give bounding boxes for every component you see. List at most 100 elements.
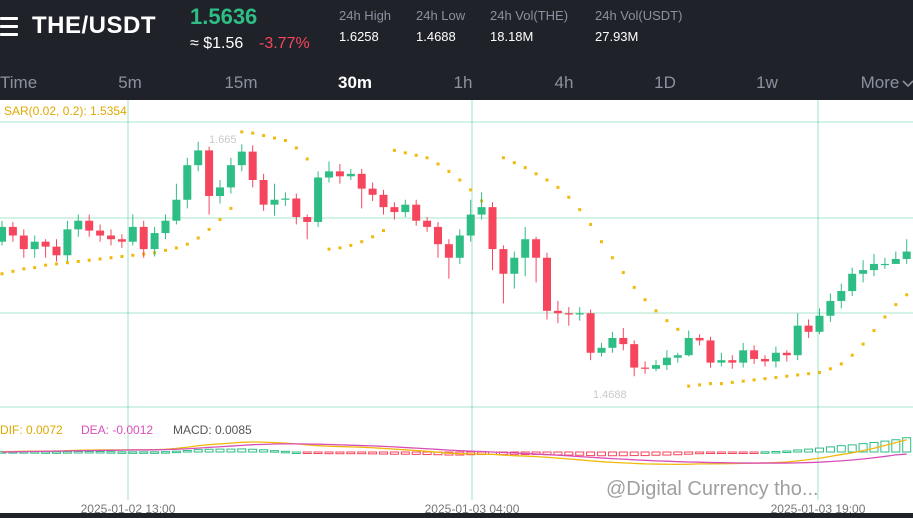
candle-up bbox=[346, 173, 355, 177]
low-price-mark: 1.4688 bbox=[593, 389, 627, 401]
sar-dot bbox=[262, 134, 266, 138]
macd-histogram-bar bbox=[771, 450, 781, 454]
sar-dot bbox=[643, 298, 647, 302]
sar-dot bbox=[109, 256, 113, 260]
tab-15m[interactable]: 15m bbox=[224, 73, 258, 92]
tab-1d[interactable]: 1D bbox=[654, 73, 676, 92]
sar-dot bbox=[621, 271, 625, 275]
macd-histogram-bar bbox=[259, 449, 269, 453]
dea-legend: DEA: -0.0012 bbox=[81, 423, 153, 437]
tab-4h[interactable]: 4h bbox=[554, 73, 574, 92]
macd-histogram-bar bbox=[902, 437, 912, 453]
usd-approx-price: ≈ $1.56 bbox=[190, 35, 244, 52]
macd-histogram-bar bbox=[95, 450, 105, 454]
tab-1h[interactable]: 1h bbox=[453, 73, 473, 92]
tab-30m[interactable]: 30m bbox=[337, 73, 373, 92]
sar-dot bbox=[294, 146, 298, 150]
tab-5m[interactable]: 5m bbox=[118, 73, 142, 92]
macd-histogram-bar bbox=[128, 451, 138, 454]
macd-histogram-bar bbox=[411, 451, 421, 455]
candle-up bbox=[161, 220, 170, 234]
candle-down bbox=[695, 337, 704, 341]
candle-down bbox=[303, 217, 312, 222]
candle-down bbox=[335, 171, 344, 177]
candle-down bbox=[619, 337, 628, 345]
tab-1w[interactable]: 1w bbox=[756, 73, 778, 92]
trading-pair[interactable]: THE/USDT bbox=[32, 12, 156, 39]
sar-dot bbox=[44, 263, 48, 267]
sar-dot bbox=[338, 246, 342, 250]
candle-down bbox=[444, 244, 453, 258]
macd-histogram-bar bbox=[161, 451, 170, 454]
sar-dot bbox=[600, 240, 603, 244]
macd-histogram-bar bbox=[727, 451, 737, 454]
candle-up bbox=[0, 226, 6, 242]
stat-label: 24h Low bbox=[416, 8, 466, 23]
candle-up bbox=[455, 235, 464, 258]
stat-value: 18.18M bbox=[490, 29, 534, 44]
sar-dot bbox=[741, 379, 745, 383]
sar-dot bbox=[196, 236, 200, 240]
stat-value: 1.4688 bbox=[416, 29, 456, 44]
macd-histogram-bar bbox=[357, 451, 367, 455]
candle-up bbox=[194, 150, 203, 166]
candlestick-chart[interactable]: SAR(0.02, 0.2): 1.5354 1.665 1.4688 DIF:… bbox=[0, 100, 913, 516]
candle-up bbox=[270, 199, 279, 205]
candle-up bbox=[128, 226, 137, 242]
macd-histogram-bar bbox=[73, 450, 83, 454]
macd-histogram-bar bbox=[858, 443, 868, 453]
macd-histogram-bar bbox=[379, 451, 388, 455]
stat-label: 24h Vol(THE) bbox=[490, 8, 569, 23]
candle-up bbox=[739, 350, 748, 363]
candle-up bbox=[608, 337, 617, 348]
sar-dot bbox=[610, 256, 614, 260]
candle-down bbox=[117, 239, 126, 242]
candle-up bbox=[575, 313, 584, 315]
sar-dot bbox=[523, 166, 527, 170]
macd-histogram-bar bbox=[836, 445, 846, 453]
stat-label: 24h Vol(USDT) bbox=[595, 8, 683, 23]
candle-up bbox=[150, 233, 159, 250]
macd-histogram-bar bbox=[389, 451, 399, 455]
sar-dot bbox=[403, 151, 407, 155]
candle-up bbox=[477, 207, 486, 215]
candle-down bbox=[96, 230, 105, 236]
sar-dot bbox=[360, 240, 364, 244]
sar-dot bbox=[87, 258, 91, 262]
sar-dot bbox=[447, 169, 451, 173]
sar-dot bbox=[65, 261, 69, 265]
ticker-header: THE/USDT 1.5636 ≈ $1.56 -3.77% 24h High … bbox=[0, 0, 913, 64]
candle-up bbox=[63, 229, 72, 256]
macd-histogram-bar bbox=[324, 451, 334, 455]
macd-histogram-bar bbox=[117, 451, 127, 454]
sar-dot bbox=[174, 246, 178, 250]
candle-up bbox=[870, 263, 878, 271]
candle-down bbox=[488, 207, 497, 250]
dif-legend: DIF: 0.0072 bbox=[0, 423, 63, 437]
dif-line bbox=[1, 439, 907, 466]
candle-down bbox=[499, 249, 508, 274]
sar-dot bbox=[382, 229, 385, 233]
candle-up bbox=[281, 198, 290, 200]
sar-dot bbox=[632, 285, 636, 289]
tab-more[interactable]: More bbox=[860, 73, 900, 92]
sar-dot bbox=[578, 208, 582, 212]
sar-dot bbox=[11, 269, 15, 273]
time-label-3: 2025-01-03 19:00 bbox=[771, 502, 866, 513]
candle-up bbox=[30, 241, 39, 250]
sar-dot bbox=[283, 139, 287, 143]
chart-area[interactable]: SAR(0.02, 0.2): 1.5354 1.665 1.4688 DIF:… bbox=[0, 100, 913, 516]
macd-histogram-bar bbox=[738, 451, 748, 454]
candle-down bbox=[248, 151, 257, 180]
macd-histogram-bar bbox=[400, 451, 410, 455]
sar-dot bbox=[698, 383, 702, 387]
sar-dot bbox=[730, 380, 734, 384]
sar-dot bbox=[458, 178, 462, 182]
sar-dot bbox=[556, 185, 560, 189]
stat-value: 1.6258 bbox=[339, 29, 379, 44]
stat-24h-low: 24h Low 1.4688 bbox=[416, 8, 465, 44]
tab-time[interactable]: Time bbox=[0, 73, 38, 92]
chevron-down-icon[interactable] bbox=[902, 76, 913, 92]
menu-icon[interactable] bbox=[0, 17, 18, 37]
macd-legend: MACD: 0.0085 bbox=[173, 423, 252, 437]
